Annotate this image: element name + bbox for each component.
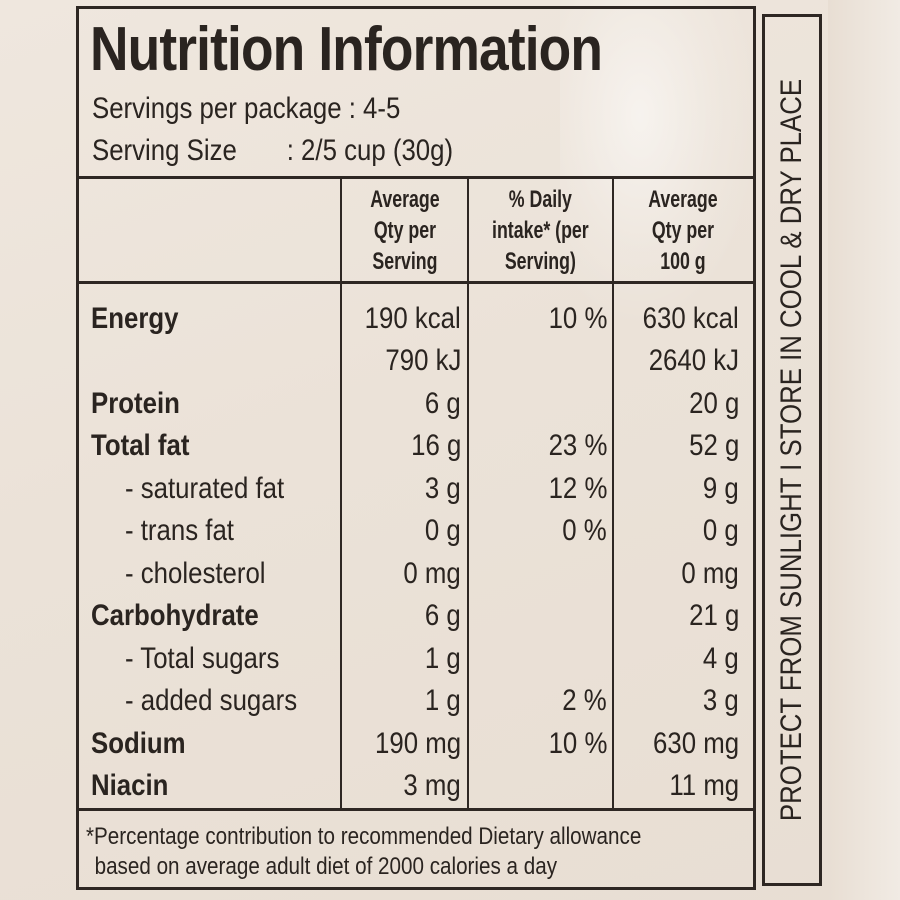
per-100g-value: 0 g xyxy=(703,514,739,547)
footnote-line-1: *Percentage contribution to recommended … xyxy=(86,823,642,850)
per-serving-value: 190 kcal xyxy=(364,302,461,335)
nutrient-name: - added sugars xyxy=(125,684,298,717)
per-100g-value: 630 kcal xyxy=(642,302,739,335)
table-row: Protein 6 g 20 g xyxy=(79,383,753,425)
table-row: Carbohydrate 6 g 21 g xyxy=(79,595,753,637)
nutrient-name: Sodium xyxy=(91,727,186,760)
per-100g-value: 630 mg xyxy=(652,727,739,760)
table-row: - trans fat 0 g 0 % 0 g xyxy=(79,510,753,552)
per-100g-value: 21 g xyxy=(688,599,739,632)
right-margin-strip xyxy=(828,0,900,900)
nutrient-name: Niacin xyxy=(91,769,169,802)
table-row: 790 kJ 2640 kJ xyxy=(79,340,753,382)
daily-intake-value: 2 % xyxy=(562,684,607,717)
header-avg-per-serving: Average Qty per Serving xyxy=(369,185,440,275)
storage-panel xyxy=(762,14,822,886)
nutrient-name: Total fat xyxy=(91,429,190,462)
serving-size: Serving Size : 2/5 cup (30g) xyxy=(92,134,453,168)
header-avg-per-100g: Average Qty per 100 g xyxy=(648,185,718,275)
table-row: Niacin 3 mg 11 mg xyxy=(79,765,753,807)
footnote: *Percentage contribution to recommended … xyxy=(86,822,662,882)
column-divider-1 xyxy=(340,178,342,810)
table-row: Sodium 190 mg 10 % 630 mg xyxy=(79,723,753,765)
per-serving-value: 0 g xyxy=(425,514,461,547)
storage-instructions: PROTECT FROM SUNLIGHT I STORE IN COOL & … xyxy=(775,78,808,822)
per-serving-value: 6 g xyxy=(425,387,461,420)
per-100g-value: 52 g xyxy=(688,429,739,462)
table-row: - Total sugars 1 g 4 g xyxy=(79,638,753,680)
nutrient-name: Carbohydrate xyxy=(91,599,259,632)
per-100g-value: 0 mg xyxy=(681,557,739,590)
per-serving-value: 790 kJ xyxy=(384,344,461,377)
per-100g-value: 9 g xyxy=(703,472,739,505)
per-serving-value: 16 g xyxy=(410,429,461,462)
column-divider-2 xyxy=(467,178,469,810)
table-row: - added sugars 1 g 2 % 3 g xyxy=(79,680,753,722)
per-100g-value: 2640 kJ xyxy=(648,344,739,377)
daily-intake-value: 10 % xyxy=(548,302,607,335)
per-serving-value: 3 mg xyxy=(403,769,461,802)
header-daily-intake: % Daily intake* (per Serving) xyxy=(492,185,589,275)
nutrient-name: Protein xyxy=(91,387,180,420)
per-100g-value: 20 g xyxy=(688,387,739,420)
table-row: Total fat 16 g 23 % 52 g xyxy=(79,425,753,467)
per-serving-value: 190 mg xyxy=(374,727,461,760)
header-rule xyxy=(79,281,753,284)
nutrient-name: - Total sugars xyxy=(125,642,280,675)
serving-size-value: : 2/5 cup (30g) xyxy=(286,134,454,167)
per-100g-value: 3 g xyxy=(703,684,739,717)
nutrition-panel xyxy=(76,6,756,890)
column-divider-3 xyxy=(612,178,614,810)
nutrient-name: - trans fat xyxy=(125,514,234,547)
daily-intake-value: 10 % xyxy=(548,727,607,760)
per-serving-value: 1 g xyxy=(425,684,461,717)
per-100g-value: 11 mg xyxy=(669,769,739,802)
table-row: - saturated fat 3 g 12 % 9 g xyxy=(79,468,753,510)
daily-intake-value: 12 % xyxy=(548,472,607,505)
nutrient-name: - cholesterol xyxy=(125,557,266,590)
table-row: - cholesterol 0 mg 0 mg xyxy=(79,553,753,595)
servings-per-package: Servings per package : 4-5 xyxy=(92,92,401,125)
table-row: Energy 190 kcal 10 % 630 kcal xyxy=(79,298,753,340)
table-bottom-rule xyxy=(79,808,753,811)
per-serving-value: 0 mg xyxy=(403,557,461,590)
per-serving-value: 3 g xyxy=(425,472,461,505)
nutrient-name: - saturated fat xyxy=(125,472,285,505)
footnote-line-2: based on average adult diet of 2000 calo… xyxy=(94,853,558,880)
daily-intake-value: 23 % xyxy=(548,429,607,462)
per-100g-value: 4 g xyxy=(703,642,739,675)
table-top-rule xyxy=(79,176,753,179)
per-serving-value: 1 g xyxy=(425,642,461,675)
nutrient-name: Energy xyxy=(91,302,179,335)
daily-intake-value: 0 % xyxy=(562,514,607,547)
serving-size-label: Serving Size xyxy=(92,134,237,167)
page-title: Nutrition Information xyxy=(90,15,603,84)
per-serving-value: 6 g xyxy=(425,599,461,632)
